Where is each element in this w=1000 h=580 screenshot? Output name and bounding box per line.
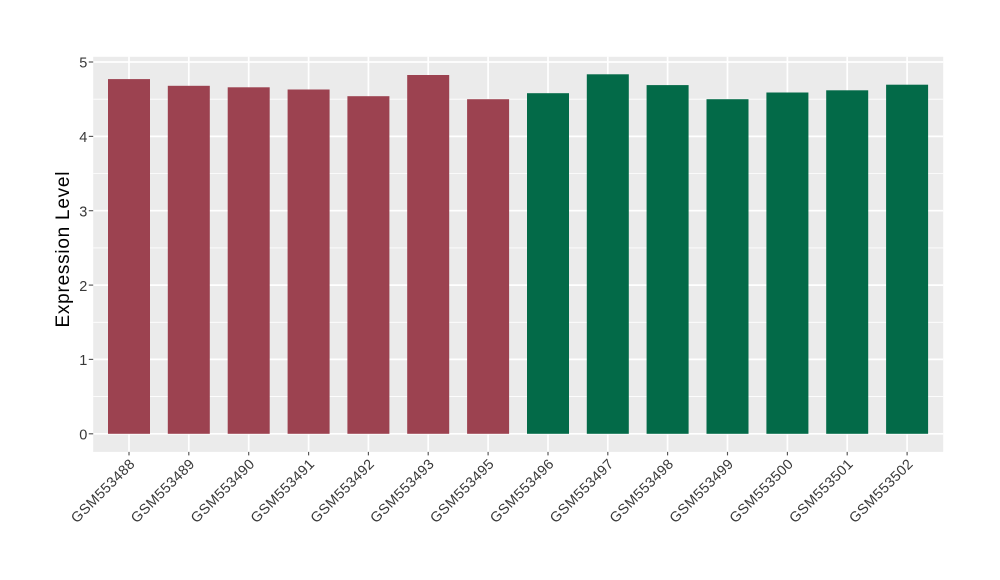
svg-text:Expression Level: Expression Level xyxy=(53,172,74,328)
svg-text:3: 3 xyxy=(79,204,87,220)
svg-text:GSM553502: GSM553502 xyxy=(846,456,916,526)
svg-text:0: 0 xyxy=(79,428,87,444)
svg-text:1: 1 xyxy=(79,353,87,369)
svg-text:4: 4 xyxy=(79,130,87,146)
svg-text:5: 5 xyxy=(79,56,87,72)
svg-text:2: 2 xyxy=(79,279,87,295)
